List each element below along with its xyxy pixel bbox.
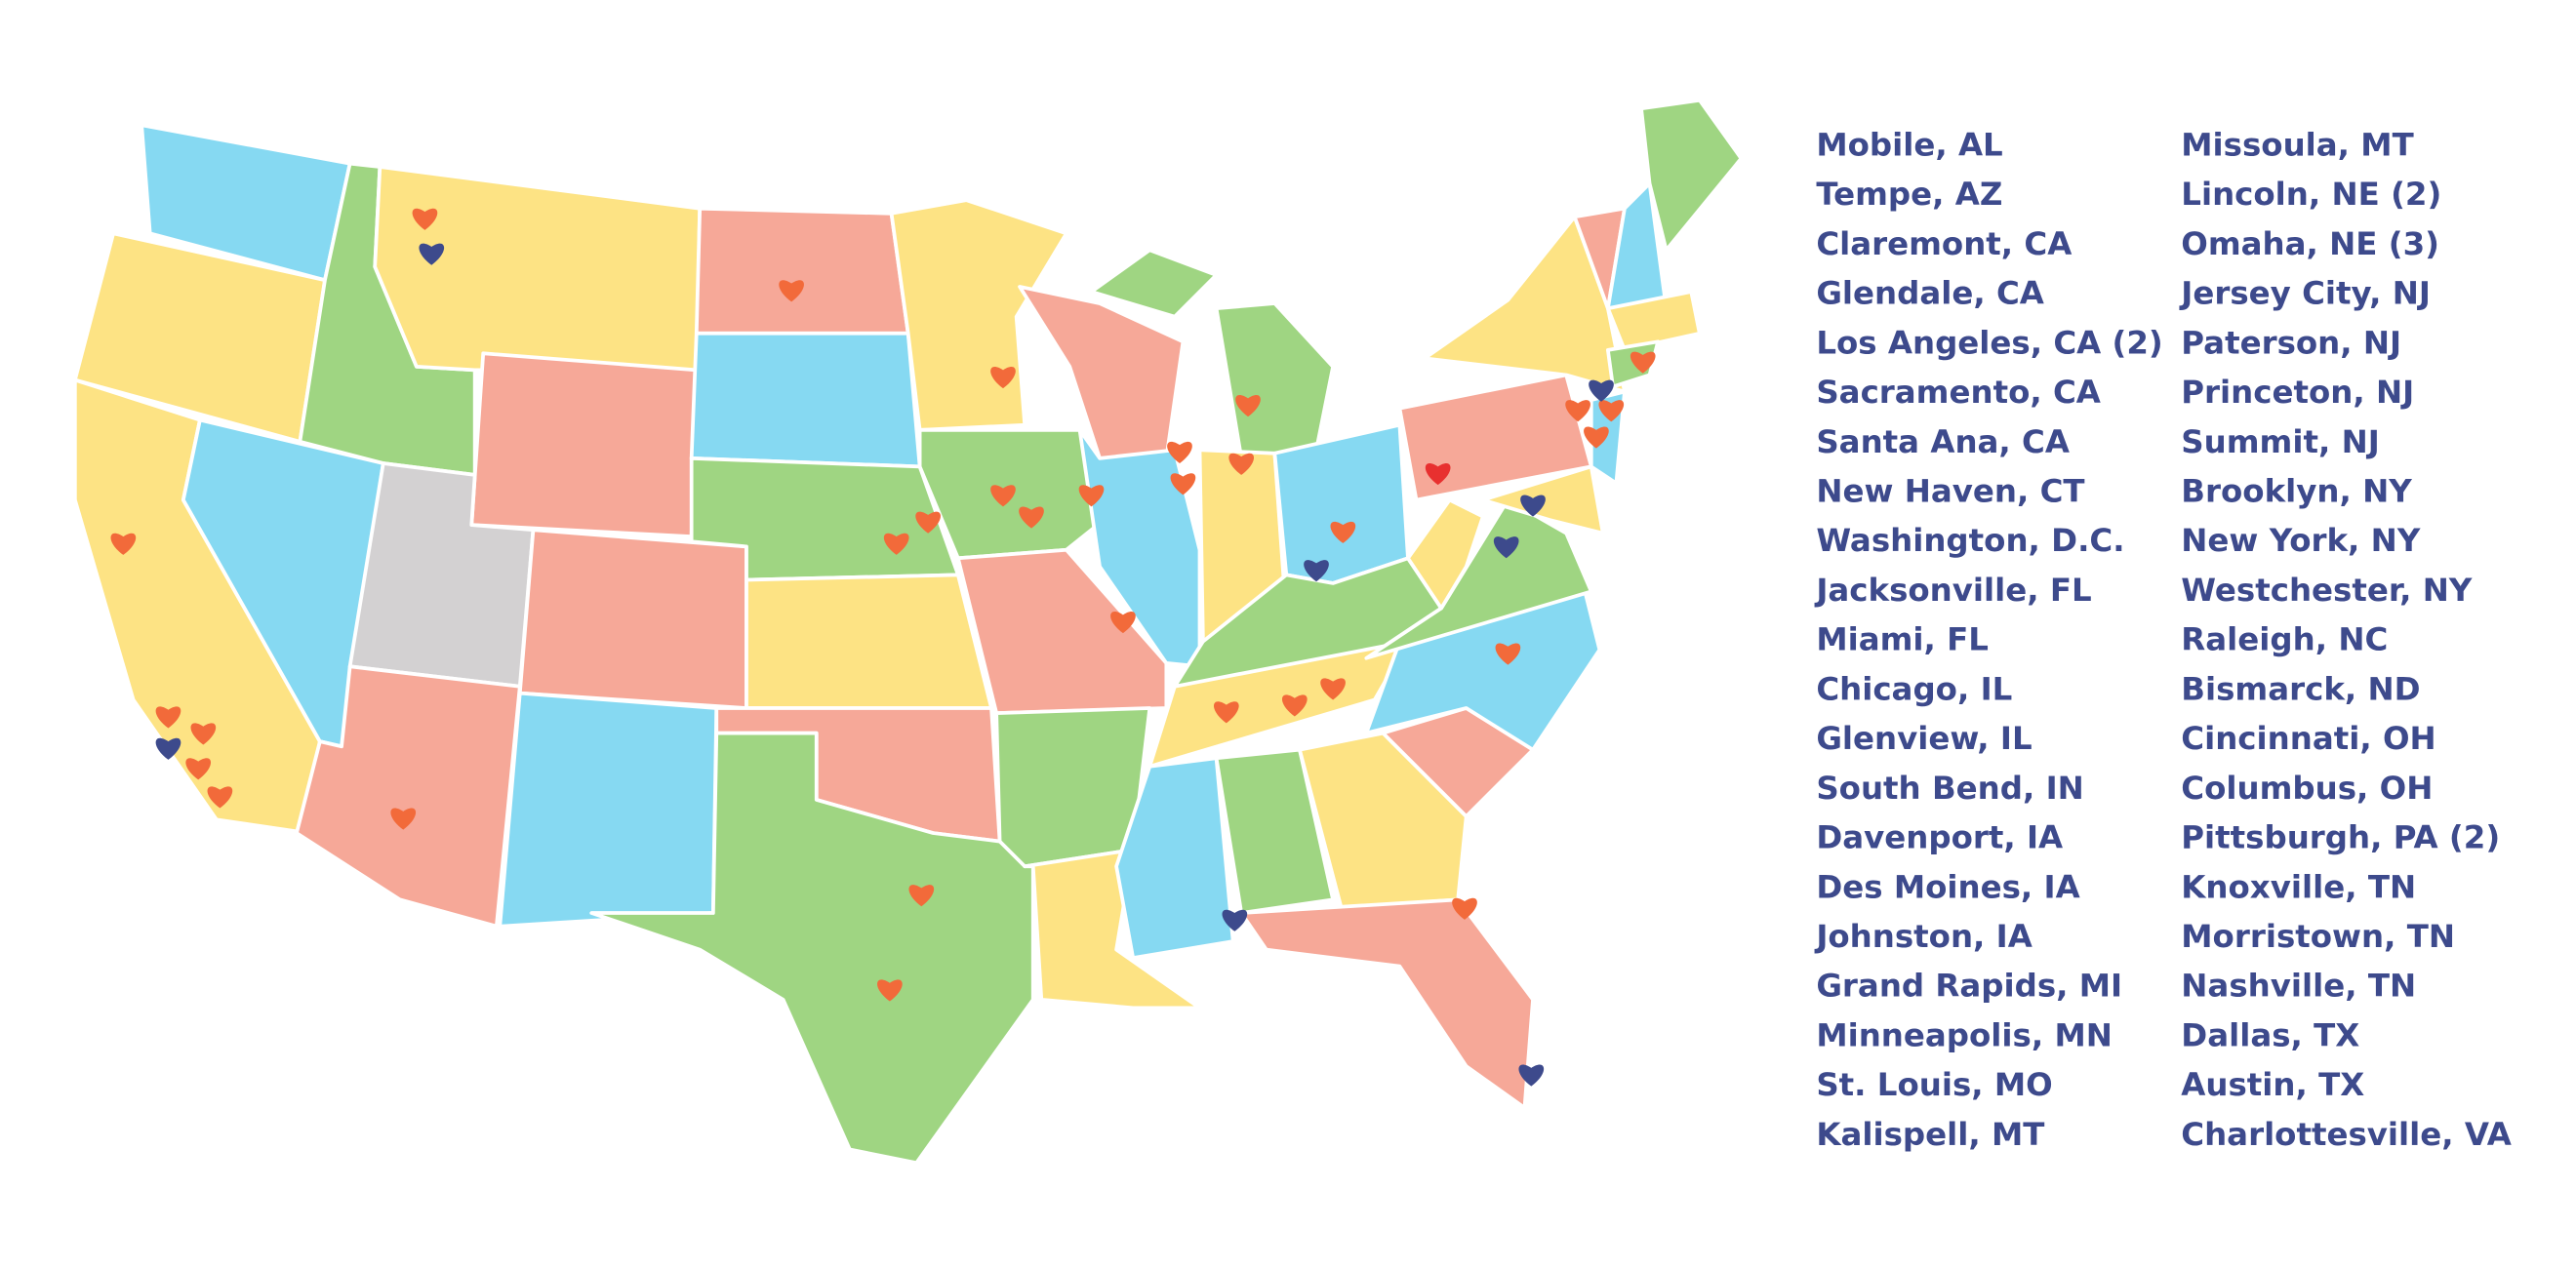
- city-name: Princeton, NJ: [2181, 374, 2414, 411]
- state: [956, 547, 1169, 715]
- city-name: Miami, FL: [1816, 621, 1989, 658]
- city-name: Jacksonville, FL: [1814, 572, 2091, 609]
- city-name: Dallas, TX: [2181, 1016, 2359, 1053]
- city-name: Sacramento, CA: [1816, 374, 2101, 411]
- state: [517, 528, 748, 710]
- state: [1639, 98, 1744, 253]
- city-name: New Haven, CT: [1816, 473, 2084, 510]
- city-name: Grand Rapids, MI: [1816, 968, 2122, 1005]
- state: [689, 331, 922, 469]
- state: [1239, 897, 1535, 1110]
- city-name: Johnston, IA: [1814, 918, 2033, 955]
- state: [1147, 639, 1410, 769]
- city-name: Lincoln, NE (2): [2181, 176, 2441, 213]
- state: [745, 573, 993, 710]
- city-name: Claremont, CA: [1816, 225, 2072, 262]
- city-name: Paterson, NJ: [2181, 324, 2401, 361]
- city-name: Santa Ana, CA: [1816, 423, 2070, 460]
- state: [498, 691, 719, 929]
- city-name: Brooklyn, NY: [2181, 473, 2412, 510]
- state: [1272, 422, 1410, 585]
- city-name: Knoxville, TN: [2181, 868, 2416, 905]
- city-name: Los Angeles, CA (2): [1816, 324, 2162, 361]
- city-name: Summit, NJ: [2181, 423, 2380, 460]
- state: [1605, 290, 1702, 352]
- city-name: Mobile, AL: [1816, 127, 2002, 164]
- city-name: Omaha, NE (3): [2181, 225, 2439, 262]
- city-name: Washington, D.C.: [1816, 522, 2124, 559]
- state: [1114, 756, 1235, 961]
- state: [1605, 339, 1660, 389]
- city-name: Glendale, CA: [1816, 275, 2044, 312]
- city-name: Pittsburgh, PA (2): [2181, 819, 2500, 856]
- state: [469, 351, 699, 538]
- city-name: Chicago, IL: [1816, 670, 2012, 707]
- city-name: Morristown, TN: [2181, 918, 2455, 955]
- state: [1406, 497, 1485, 611]
- city-name: Davenport, IA: [1816, 819, 2063, 856]
- city-name: Bismarck, ND: [2181, 670, 2420, 707]
- state: [373, 165, 703, 373]
- state: [1077, 427, 1202, 669]
- state: [889, 198, 1068, 432]
- city-name: Columbus, OH: [2181, 770, 2433, 807]
- city-name: South Bend, IN: [1816, 770, 2083, 807]
- city-name: Jersey City, NJ: [2179, 275, 2431, 312]
- city-name: Austin, TX: [2181, 1066, 2364, 1103]
- us-map: [72, 98, 1744, 1166]
- city-name: Cincinnati, OH: [2181, 720, 2435, 757]
- city-name: Kalispell, MT: [1816, 1116, 2044, 1153]
- state: [589, 731, 1035, 1166]
- city-name: St. Louis, MO: [1816, 1066, 2052, 1103]
- state: [694, 206, 910, 336]
- state: [1214, 301, 1335, 460]
- city-name: Raleigh, NC: [2181, 621, 2388, 658]
- city-list: Mobile, AL Tempe, AZ Claremont, CA Glendale…: [1814, 127, 2512, 1153]
- city-name: Missoula, MT: [2181, 127, 2413, 164]
- city-name: Minneapolis, MN: [1816, 1016, 2113, 1053]
- city-name: Charlottesville, VA: [2181, 1116, 2512, 1153]
- city-name: Westchester, NY: [2181, 572, 2473, 609]
- state: [1089, 248, 1219, 319]
- state: [1214, 747, 1335, 915]
- city-name: Tempe, AZ: [1816, 176, 2002, 213]
- city-name: Des Moines, IA: [1816, 868, 2079, 905]
- city-name: Glenview, IL: [1816, 720, 2032, 757]
- city-name: New York, NY: [2181, 522, 2421, 559]
- city-name: Nashville, TN: [2181, 968, 2416, 1005]
